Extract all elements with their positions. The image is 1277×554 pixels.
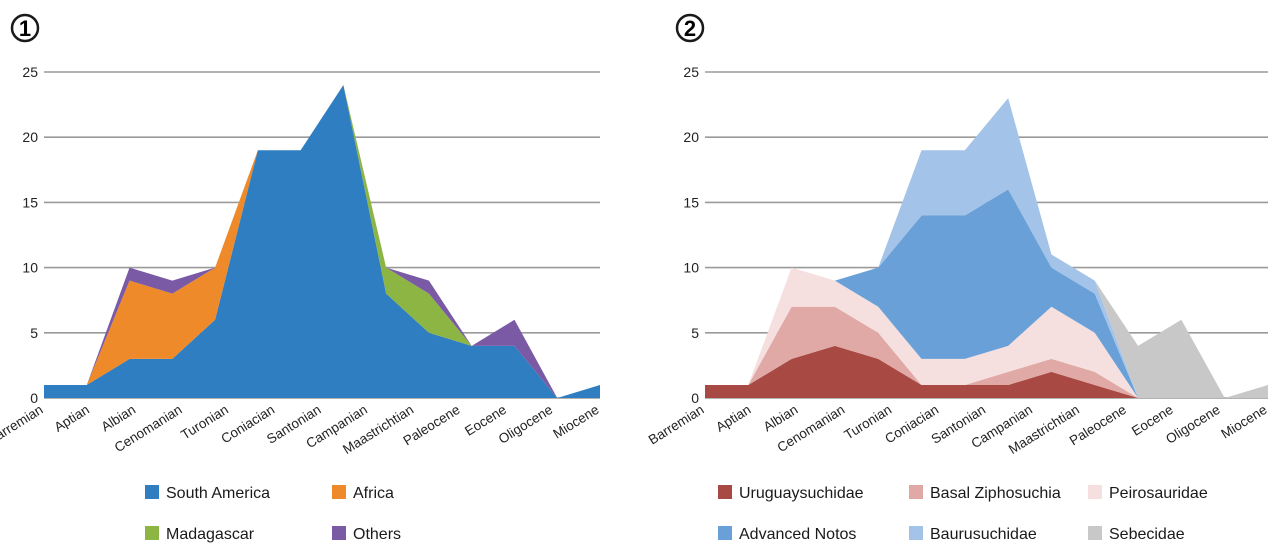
- panel-1-legend-item-others: Others: [332, 526, 401, 543]
- panel-2-x-tick-label: Miocene: [1218, 402, 1269, 442]
- legend-label: Peirosauridae: [1109, 485, 1208, 502]
- legend-swatch: [332, 526, 346, 540]
- panel-1-legend: South America Africa Madagascar Others: [145, 485, 401, 543]
- legend-label: Others: [353, 526, 401, 543]
- panel-2-legend-item-baurusuchidae: Baurusuchidae: [909, 526, 1037, 543]
- panel-2-area-basal-ziphosuchia: [705, 306, 1268, 398]
- panel-1-legend-item-madagascar: Madagascar: [145, 526, 255, 543]
- panel-2-label: 2: [684, 16, 696, 41]
- panel-1-x-tick-label: Barremian: [0, 402, 46, 448]
- panel-1: 1 0 5 10 15 20 25 Barremian Aptian AlbianCenoma…: [0, 13, 602, 543]
- panel-1-area-south-america: [44, 85, 600, 398]
- legend-swatch: [1088, 526, 1102, 540]
- panel-2-legend-item-sebecidae: Sebecidae: [1088, 526, 1185, 543]
- legend-label: South America: [166, 485, 270, 502]
- panel-1-y-tick-label: 0: [30, 390, 38, 406]
- panel-2-y-tick-label: 20: [683, 129, 699, 145]
- panel-1-area-africa: [44, 85, 600, 398]
- legend-label: Madagascar: [166, 526, 255, 543]
- panel-2-legend-item-uruguaysuchidae: Uruguaysuchidae: [718, 485, 864, 502]
- panel-2-y-tick-label: 10: [683, 260, 699, 276]
- panel-1-legend-item-africa: Africa: [332, 485, 394, 502]
- legend-swatch: [718, 485, 732, 499]
- legend-swatch: [909, 526, 923, 540]
- panel-2-area-advanced-notos: [705, 189, 1268, 398]
- legend-swatch: [718, 526, 732, 540]
- panel-2-x-tick-labels: Barremian Aptian AlbianCenomanianTuronianC…: [646, 402, 1270, 457]
- panel-2-x-tick-label: Oligocene: [1163, 402, 1223, 447]
- panel-1-legend-item-south-america: South America: [145, 485, 270, 502]
- panel-1-y-tick-label: 20: [22, 129, 38, 145]
- panel-2-legend-item-advanced-notos: Advanced Notos: [718, 526, 856, 543]
- panel-1-number-badge: 1: [10, 13, 40, 43]
- legend-label: Advanced Notos: [739, 526, 856, 543]
- panel-1-y-tick-label: 15: [22, 194, 38, 210]
- legend-label: Baurusuchidae: [930, 526, 1037, 543]
- legend-label: Uruguaysuchidae: [739, 485, 864, 502]
- panel-2-number-badge: 2: [675, 13, 705, 43]
- panel-1-x-tick-label: Miocene: [550, 402, 601, 442]
- legend-label: Basal Ziphosuchia: [930, 485, 1061, 502]
- panel-2-area-baurusuchidae: [705, 98, 1268, 398]
- panel-2-y-tick-label: 0: [691, 390, 699, 406]
- panel-1-y-tick-labels: 0 5 10 15 20 25: [22, 64, 38, 406]
- panel-1-y-tick-label: 25: [22, 64, 38, 80]
- panel-2-areas: [705, 98, 1268, 398]
- panel-1-y-tick-label: 5: [30, 325, 38, 341]
- legend-swatch: [332, 485, 346, 499]
- panel-2-y-tick-label: 5: [691, 325, 699, 341]
- panel-2-y-tick-labels: 0 5 10 15 20 25: [683, 64, 699, 406]
- panel-2-area-peirosauridae: [705, 267, 1268, 398]
- panel-2-area-uruguaysuchidae: [705, 345, 1268, 398]
- panel-2-legend-item-peirosauridae: Peirosauridae: [1088, 485, 1208, 502]
- panel-2-legend: Uruguaysuchidae Basal Ziphosuchia Peirosau…: [718, 485, 1208, 543]
- panel-1-y-tick-label: 10: [22, 260, 38, 276]
- legend-swatch: [1088, 485, 1102, 499]
- legend-label: Africa: [353, 485, 394, 502]
- panel-2-legend-item-basal-ziphosuchia: Basal Ziphosuchia: [909, 485, 1061, 502]
- panel-2-y-tick-label: 15: [683, 194, 699, 210]
- panel-2: 2 0 5 10 15 20 25 Barremian Aptian AlbianCenoma…: [646, 13, 1270, 543]
- legend-swatch: [145, 526, 159, 540]
- panel-1-label: 1: [19, 16, 31, 41]
- panel-2-y-tick-label: 25: [683, 64, 699, 80]
- panel-1-x-tick-labels: Barremian Aptian AlbianCenomanianTuronianC…: [0, 402, 602, 457]
- panel-2-x-tick-label: Barremian: [646, 402, 707, 448]
- panel-1-x-tick-label: Aptian: [52, 402, 92, 435]
- legend-label: Sebecidae: [1109, 526, 1185, 543]
- panel-2-x-tick-label: Aptian: [713, 402, 753, 435]
- legend-swatch: [909, 485, 923, 499]
- legend-swatch: [145, 485, 159, 499]
- panel-1-areas: [44, 85, 600, 398]
